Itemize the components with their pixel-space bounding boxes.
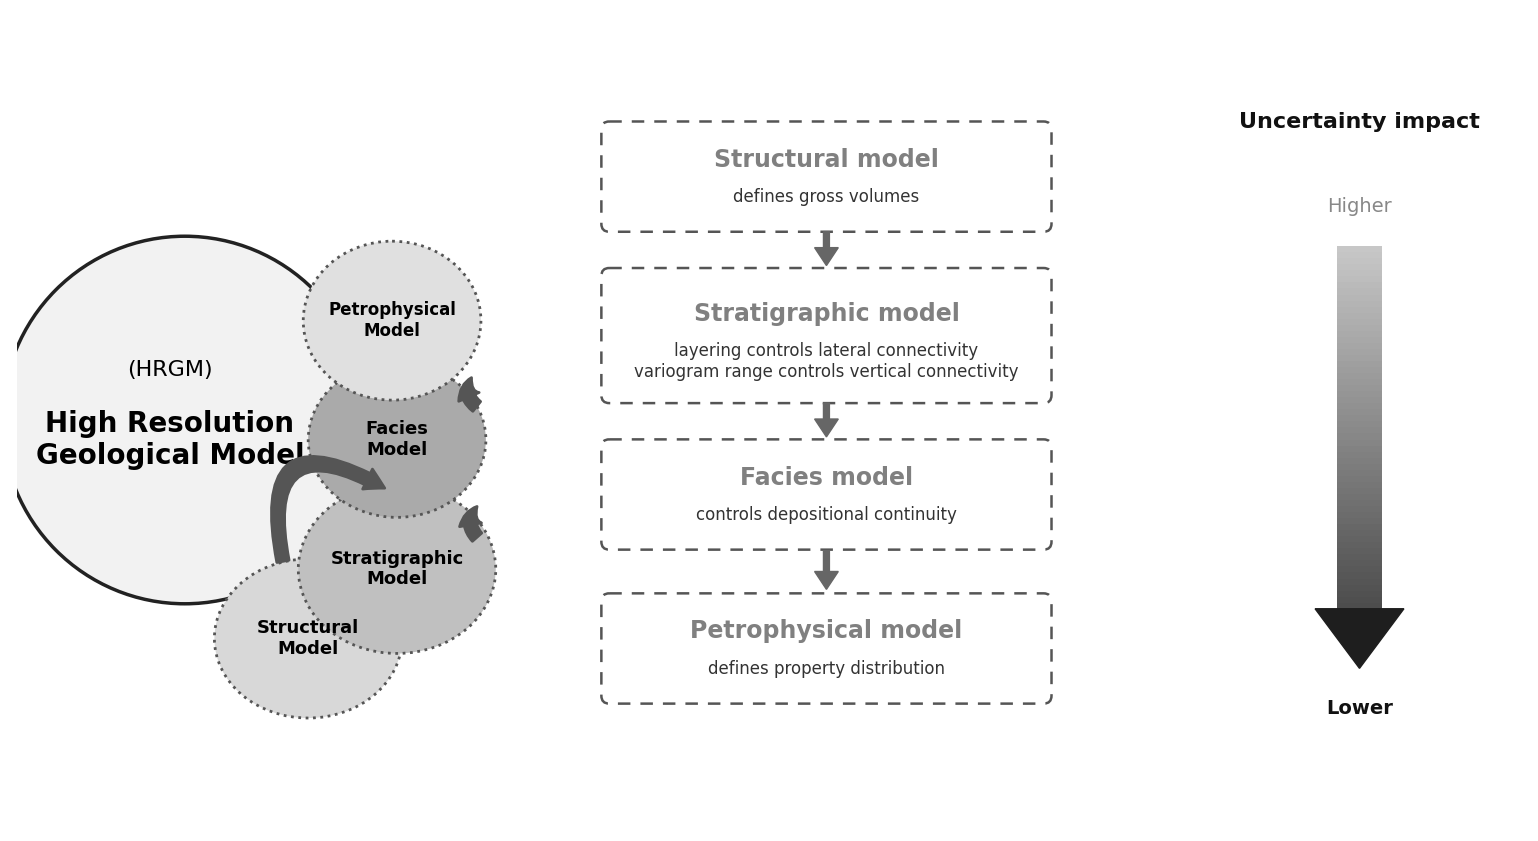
Ellipse shape — [214, 559, 401, 718]
Bar — [1338, 554, 1381, 562]
Bar — [1338, 440, 1381, 447]
Text: layering controls lateral connectivity
variogram range controls vertical connect: layering controls lateral connectivity v… — [634, 342, 1018, 381]
FancyArrow shape — [815, 551, 838, 590]
Bar — [1338, 404, 1381, 410]
Bar — [1338, 596, 1381, 604]
Bar — [1338, 379, 1381, 386]
Text: Uncertainty impact: Uncertainty impact — [1240, 112, 1480, 132]
Bar — [1338, 470, 1381, 477]
Bar — [1338, 518, 1381, 525]
Text: Structural model: Structural model — [714, 148, 938, 172]
Bar — [1338, 336, 1381, 344]
Bar — [1338, 433, 1381, 441]
Bar — [1338, 270, 1381, 278]
Ellipse shape — [298, 484, 495, 653]
Bar — [1338, 427, 1381, 435]
Text: High Resolution
Geological Model: High Resolution Geological Model — [35, 410, 305, 470]
Bar — [1338, 452, 1381, 458]
FancyArrowPatch shape — [460, 506, 481, 542]
Text: Petrophysical
Model: Petrophysical Model — [328, 301, 457, 340]
Text: controls depositional continuity: controls depositional continuity — [697, 506, 957, 524]
Bar — [1338, 331, 1381, 338]
Text: defines property distribution: defines property distribution — [707, 660, 944, 678]
Bar — [1338, 391, 1381, 399]
Bar — [1338, 482, 1381, 489]
Bar — [1338, 476, 1381, 483]
Bar — [1338, 446, 1381, 452]
Text: Petrophysical model: Petrophysical model — [691, 620, 963, 643]
Bar — [1338, 537, 1381, 543]
Bar — [1338, 367, 1381, 374]
Bar — [1338, 421, 1381, 428]
Bar — [1338, 373, 1381, 380]
Text: Stratigraphic model: Stratigraphic model — [694, 302, 960, 326]
Text: (HRGM): (HRGM) — [128, 360, 212, 380]
Bar — [1338, 349, 1381, 356]
Bar — [1338, 325, 1381, 331]
Bar — [1338, 313, 1381, 320]
Bar — [1338, 300, 1381, 308]
Bar — [1338, 410, 1381, 416]
Bar — [1338, 397, 1381, 405]
Bar — [1338, 573, 1381, 579]
Bar — [1338, 542, 1381, 549]
FancyBboxPatch shape — [601, 121, 1052, 232]
Bar — [1338, 283, 1381, 289]
Bar — [1338, 512, 1381, 519]
Bar — [1338, 500, 1381, 507]
FancyArrowPatch shape — [271, 457, 384, 563]
FancyBboxPatch shape — [601, 439, 1052, 550]
FancyArrowPatch shape — [458, 378, 480, 411]
Bar — [1338, 277, 1381, 283]
Bar — [1338, 494, 1381, 501]
Bar — [1338, 506, 1381, 513]
Bar — [1338, 361, 1381, 368]
Ellipse shape — [303, 241, 481, 400]
Bar — [1338, 560, 1381, 568]
Bar — [1338, 579, 1381, 585]
Bar — [1338, 567, 1381, 574]
Text: Structural
Model: Structural Model — [257, 619, 360, 658]
Bar — [1338, 307, 1381, 314]
Ellipse shape — [2, 236, 368, 604]
Bar — [1338, 264, 1381, 272]
Bar — [1338, 463, 1381, 471]
Bar — [1338, 584, 1381, 591]
Bar — [1338, 355, 1381, 362]
Text: Facies model: Facies model — [740, 466, 914, 489]
Bar — [1338, 288, 1381, 295]
Text: defines gross volumes: defines gross volumes — [734, 188, 920, 206]
Text: Lower: Lower — [1326, 699, 1393, 717]
Bar — [1338, 603, 1381, 610]
Text: Facies
Model: Facies Model — [366, 420, 429, 459]
Bar — [1338, 530, 1381, 537]
Bar — [1338, 319, 1381, 325]
Text: Stratigraphic
Model: Stratigraphic Model — [331, 550, 463, 589]
Bar — [1338, 524, 1381, 532]
FancyBboxPatch shape — [601, 268, 1052, 403]
Text: Higher: Higher — [1327, 197, 1392, 216]
Ellipse shape — [308, 362, 486, 517]
Bar — [1338, 548, 1381, 555]
FancyBboxPatch shape — [601, 594, 1052, 704]
Bar — [1338, 590, 1381, 598]
Bar — [1338, 252, 1381, 259]
FancyArrow shape — [815, 403, 838, 436]
Bar — [1338, 385, 1381, 392]
Bar — [1338, 258, 1381, 265]
Bar — [1338, 246, 1381, 253]
FancyArrow shape — [815, 231, 838, 266]
Bar — [1338, 294, 1381, 302]
Bar — [1338, 458, 1381, 465]
Bar — [1338, 415, 1381, 422]
Bar — [1338, 488, 1381, 495]
FancyArrow shape — [1315, 609, 1404, 669]
Bar — [1338, 343, 1381, 350]
